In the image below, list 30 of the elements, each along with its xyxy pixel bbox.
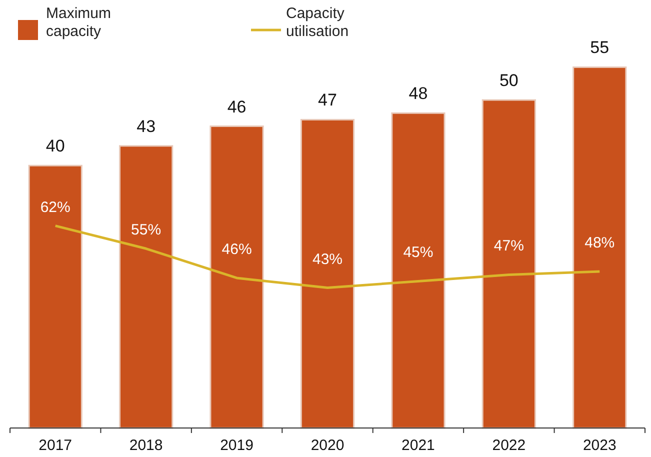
bar: [572, 66, 627, 429]
x-tick-label: 2018: [129, 437, 163, 454]
data-label: 50: [499, 71, 518, 90]
data-label: 55%: [131, 222, 162, 239]
legend-label: Capacity utilisation: [286, 5, 349, 40]
data-label: 43%: [312, 250, 343, 268]
bar: [119, 145, 174, 429]
data-label: 43: [136, 116, 156, 136]
x-tick-label: 2022: [492, 437, 526, 454]
data-label: 48: [408, 84, 428, 104]
data-label: 47%: [494, 238, 524, 255]
data-label: 48%: [584, 234, 615, 252]
bar: [210, 126, 264, 429]
data-label: 46: [227, 97, 246, 116]
x-tick-label: 2019: [220, 437, 254, 454]
bar: [391, 112, 446, 429]
legend-label: Maximum capacity: [46, 5, 112, 40]
data-label: 47: [318, 90, 337, 110]
data-label: 62%: [40, 198, 70, 216]
data-label: 46%: [222, 240, 252, 258]
x-tick-label: 2021: [402, 437, 435, 454]
bar: [482, 99, 536, 429]
data-label: 40: [46, 136, 65, 156]
bar: [300, 118, 355, 429]
x-tick-label: 2017: [38, 437, 72, 454]
data-label: 55: [590, 38, 610, 58]
x-tick-label: 2020: [310, 437, 344, 454]
bar: [28, 164, 82, 429]
data-label: 45%: [403, 244, 434, 262]
x-tick-label: 2023: [582, 437, 616, 454]
